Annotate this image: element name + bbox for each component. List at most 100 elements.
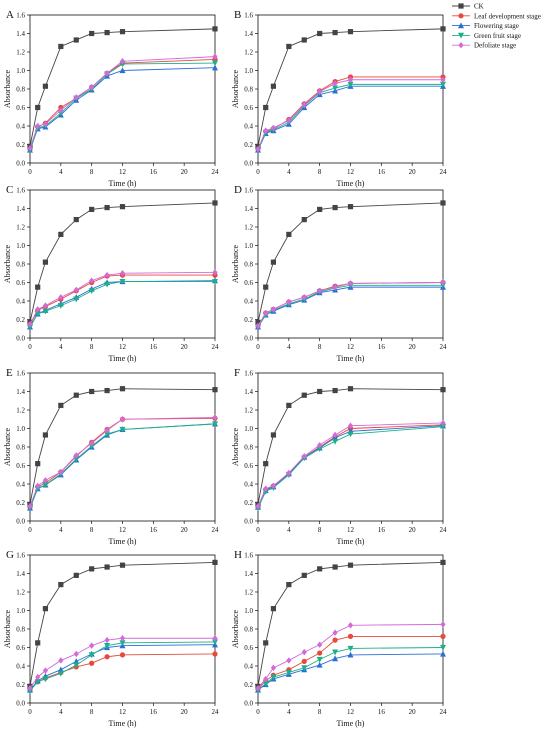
legend-label: Defoliate stage — [474, 42, 516, 50]
series-line — [257, 85, 443, 151]
data-point — [440, 650, 446, 657]
y-tick-label: 0.0 — [16, 160, 25, 168]
series-defoliate-stage — [27, 269, 218, 328]
data-point — [347, 204, 354, 210]
data-point — [262, 680, 269, 687]
series-flowering-stage — [255, 83, 446, 153]
plot-frame — [29, 189, 216, 339]
series-line — [29, 281, 215, 328]
y-tick-label: 0.6 — [244, 279, 253, 287]
data-point — [301, 453, 307, 460]
series-line — [257, 286, 443, 328]
series-line — [257, 653, 444, 691]
series-green-fruit-stage — [27, 60, 218, 154]
data-point — [212, 269, 218, 276]
data-point — [27, 503, 33, 510]
data-point — [270, 482, 277, 490]
data-point — [301, 658, 307, 664]
panel-F: F 0.0 0.2 0.4 0.6 0.8 1.0 1.2 1.4 1.6 0 4 8 12 16 20 24 T… — [231, 367, 447, 546]
y-tick-label: 0.8 — [244, 626, 253, 634]
data-point — [104, 70, 110, 77]
series-flowering-stage — [27, 277, 218, 330]
data-point — [212, 278, 218, 285]
x-tick-label: 8 — [90, 168, 94, 176]
y-tick-label: 1.4 — [244, 30, 253, 38]
y-tick-label: 0.6 — [16, 462, 25, 470]
y-tick-label: 1.0 — [244, 242, 253, 250]
data-point — [332, 629, 338, 636]
data-point — [440, 644, 446, 651]
y-tick-label: 0.2 — [244, 316, 253, 324]
x-tick-label: 4 — [287, 168, 291, 176]
data-point — [332, 564, 338, 570]
x-tick-label: 0 — [256, 526, 260, 534]
x-tick-label: 8 — [318, 343, 322, 351]
panel-label: D — [234, 184, 242, 196]
series-green-fruit-stage — [27, 639, 218, 695]
data-point — [104, 29, 110, 36]
x-tick-label: 4 — [59, 708, 63, 716]
x-tick-label: 4 — [287, 343, 291, 351]
y-tick-label: 1.2 — [16, 407, 25, 415]
legend-entry: Leaf development stage — [452, 12, 541, 20]
data-point — [286, 117, 292, 124]
data-point — [270, 83, 277, 89]
x-tick-label: 8 — [90, 526, 94, 534]
data-point — [212, 200, 218, 206]
data-point — [89, 83, 95, 91]
y-tick-label: 0.4 — [16, 298, 25, 306]
plot-frame — [257, 14, 444, 164]
data-point — [73, 296, 80, 303]
series-ck — [27, 26, 218, 149]
data-point — [317, 206, 323, 213]
data-point — [58, 43, 64, 50]
x-tick-label: 24 — [440, 168, 448, 176]
data-point — [301, 37, 307, 43]
y-tick-label: 0.4 — [244, 481, 253, 489]
plot-frame — [29, 14, 216, 164]
panel-label: H — [234, 549, 242, 561]
x-tick-label: 12 — [347, 708, 355, 716]
series-flowering-stage — [255, 650, 446, 693]
legend-label: Green fruit stage — [474, 32, 521, 40]
y-tick-label: 0.0 — [16, 700, 25, 708]
plot-frame — [257, 372, 444, 522]
x-axis-label: Time (h) — [109, 719, 137, 728]
data-point — [301, 392, 307, 398]
x-tick-label: 12 — [119, 708, 127, 716]
series-line — [257, 79, 443, 150]
data-point — [73, 217, 79, 223]
data-point — [212, 651, 218, 657]
data-point — [317, 388, 323, 395]
data-point — [263, 675, 269, 683]
data-point — [35, 104, 41, 111]
y-tick-label: 0.8 — [244, 444, 253, 452]
data-point — [58, 582, 64, 588]
data-point — [255, 145, 261, 153]
y-tick-label: 1.0 — [244, 425, 253, 433]
legend-entry: CK — [452, 3, 484, 11]
data-point — [332, 29, 338, 36]
data-point — [58, 294, 64, 301]
data-point — [286, 298, 292, 306]
data-point — [301, 294, 307, 301]
plot-frame — [257, 189, 444, 339]
data-point — [57, 303, 64, 309]
series-green-fruit-stage — [255, 644, 446, 694]
x-tick-label: 4 — [59, 343, 63, 351]
series-line — [257, 635, 443, 690]
series-defoliate-stage — [255, 621, 446, 692]
y-tick-label: 1.4 — [244, 205, 253, 213]
data-point — [42, 302, 49, 309]
x-tick-label: 24 — [212, 343, 220, 351]
data-point — [440, 633, 446, 640]
series-green-fruit-stage — [27, 278, 218, 331]
data-point — [270, 259, 277, 265]
y-tick-label: 1.6 — [16, 552, 25, 560]
y-tick-label: 0.0 — [244, 160, 253, 168]
series-defoliate-stage — [27, 414, 218, 510]
y-tick-label: 1.4 — [16, 570, 25, 578]
data-point — [89, 30, 95, 37]
data-point — [263, 461, 269, 467]
data-point — [42, 308, 49, 315]
